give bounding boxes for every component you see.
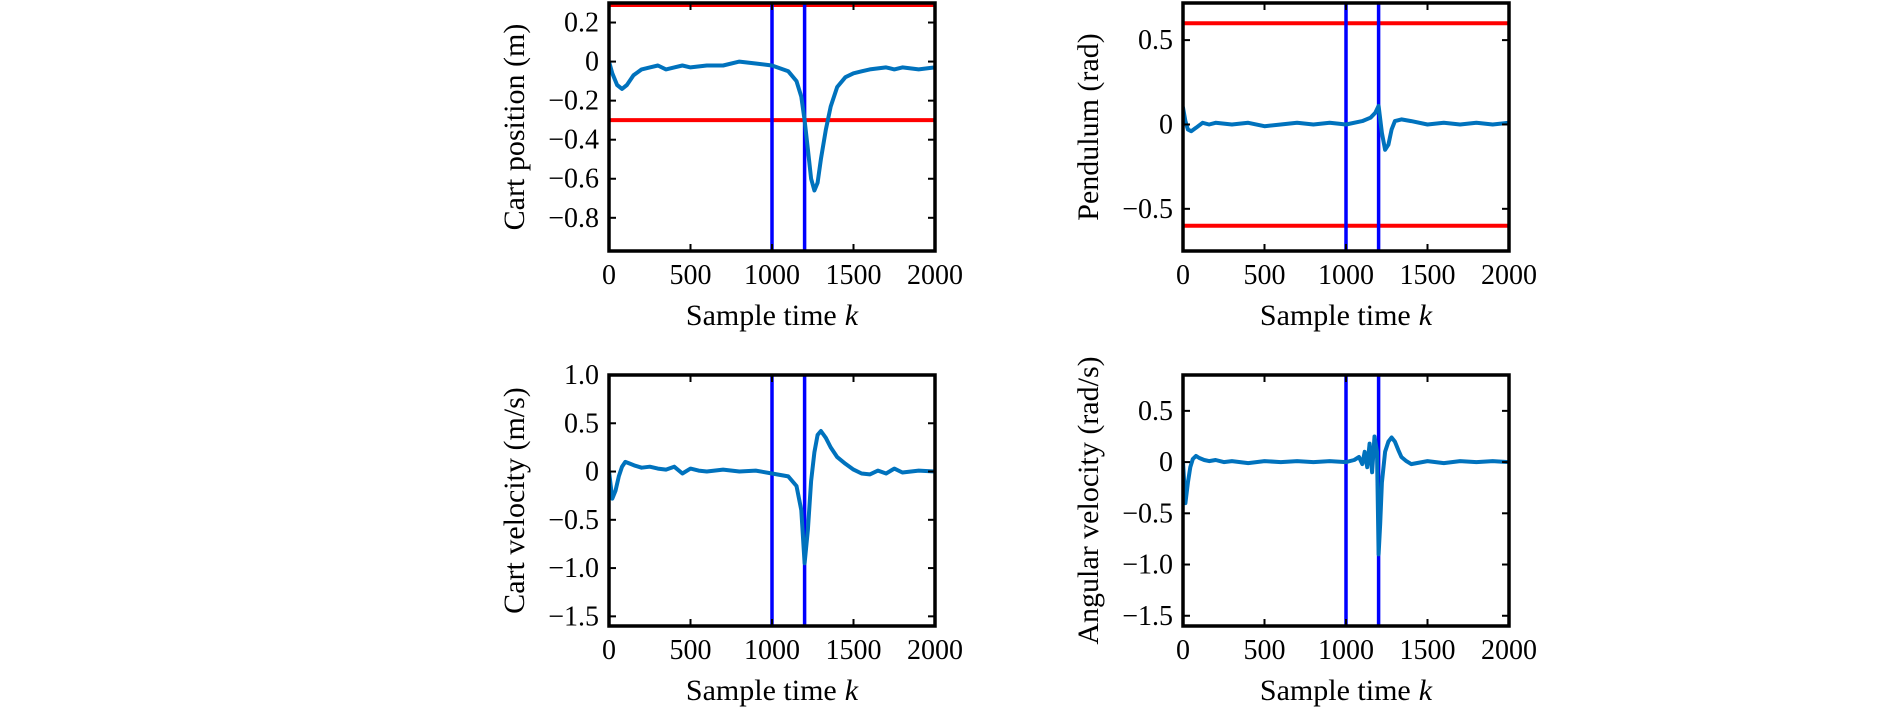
x-tick-label: 2000 — [1481, 260, 1537, 291]
y-tick-label: −0.5 — [548, 505, 599, 536]
y-tick-label: 0.5 — [564, 408, 599, 439]
x-tick-label: 2000 — [1481, 635, 1537, 666]
x-tick-label: 2000 — [907, 635, 963, 666]
pendulum-chart: 0 500 1000 1500 2000 0.5 0 −0.5 Sample time k Pend… — [1072, 1, 1537, 332]
x-axis-label: Sample time k — [686, 299, 859, 332]
x-tick-label: 500 — [1244, 260, 1286, 291]
y-tick-label: −0.5 — [1122, 194, 1173, 225]
y-tick-label: −0.6 — [548, 164, 599, 195]
y-tick-label: 0 — [585, 457, 599, 488]
x-axis-label-text: Sample time — [1260, 674, 1411, 707]
x-axis-label-text: Sample time — [686, 674, 837, 707]
x-tick-label: 1000 — [744, 260, 800, 291]
y-tick-label: −0.5 — [1122, 498, 1173, 529]
x-axis-label-text: Sample time — [686, 299, 837, 332]
y-tick-label: −1.0 — [548, 553, 599, 584]
series-line — [1183, 434, 1509, 557]
y-tick-label: 0.2 — [564, 8, 599, 39]
y-axis-label: Cart position (m) — [498, 24, 531, 231]
y-tick-label: −1.5 — [1122, 601, 1173, 632]
y-tick-label: 0 — [585, 47, 599, 78]
y-tick-label: −0.8 — [548, 203, 599, 234]
plot-area — [1183, 375, 1509, 626]
x-axis-label-var: k — [1419, 299, 1433, 332]
x-tick-label: 500 — [670, 635, 712, 666]
x-tick-label: 1000 — [1318, 635, 1374, 666]
y-axis-label: Pendulum (rad) — [1072, 33, 1105, 220]
x-tick-label: 1500 — [1400, 260, 1456, 291]
series-line — [609, 429, 935, 566]
y-axis-label: Cart velocity (m/s) — [498, 387, 531, 614]
x-axis-label-var: k — [845, 299, 859, 332]
x-tick-label: 1000 — [744, 635, 800, 666]
y-tick-label: −0.2 — [548, 86, 599, 117]
plot-area — [609, 375, 935, 626]
y-tick-label: 0 — [1159, 109, 1173, 140]
series-line — [1183, 103, 1509, 152]
x-axis-label: Sample time k — [686, 674, 859, 707]
series-line — [609, 59, 935, 193]
y-tick-label: 0.5 — [1138, 396, 1173, 427]
angular-velocity-chart: 0 500 1000 1500 2000 0.5 0 −0.5 −1.0 −1.5 Sample t… — [1072, 356, 1537, 707]
x-axis-label: Sample time k — [1260, 674, 1433, 707]
x-axis-label-text: Sample time — [1260, 299, 1411, 332]
x-tick-label: 1500 — [826, 635, 882, 666]
y-tick-label: −1.0 — [1122, 550, 1173, 581]
y-axis-label: Angular velocity (rad/s) — [1072, 356, 1105, 644]
x-axis-label: Sample time k — [1260, 299, 1433, 332]
plot-area — [1183, 3, 1509, 251]
x-axis-label-var: k — [1419, 674, 1433, 707]
x-axis-label-var: k — [845, 674, 859, 707]
cart-position-chart: 0 500 1000 1500 2000 0.2 0 −0.2 −0.4 −0.6 −0.8 Samp… — [498, 1, 963, 332]
y-tick-label: 0 — [1159, 447, 1173, 478]
x-tick-label: 1500 — [826, 260, 882, 291]
x-tick-label: 500 — [670, 260, 712, 291]
cart-velocity-chart: 0 500 1000 1500 2000 1.0 0.5 0 −0.5 −1.0 −1.5 Sampl… — [498, 360, 963, 707]
y-tick-label: −0.4 — [548, 125, 599, 156]
x-tick-label: 500 — [1244, 635, 1286, 666]
x-tick-label: 0 — [602, 635, 616, 666]
y-tick-label: −1.5 — [548, 601, 599, 632]
plot-area — [609, 3, 935, 251]
x-tick-label: 0 — [602, 260, 616, 291]
x-tick-label: 2000 — [907, 260, 963, 291]
x-tick-label: 1000 — [1318, 260, 1374, 291]
x-tick-label: 0 — [1176, 635, 1190, 666]
x-tick-label: 0 — [1176, 260, 1190, 291]
y-tick-label: 1.0 — [564, 360, 599, 391]
y-tick-label: 0.5 — [1138, 25, 1173, 56]
x-tick-label: 1500 — [1400, 635, 1456, 666]
